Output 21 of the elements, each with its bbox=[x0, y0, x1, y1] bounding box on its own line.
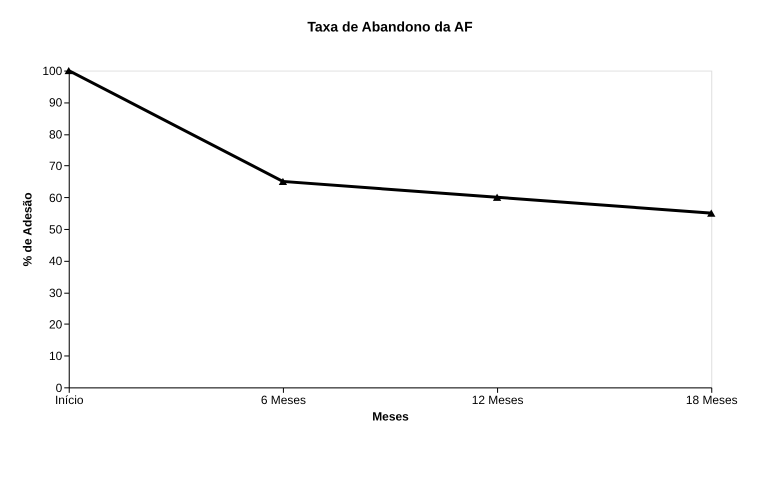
y-tick-label: 30 bbox=[48, 286, 63, 300]
y-tick-label: 60 bbox=[48, 190, 63, 205]
y-tick-label: 50 bbox=[48, 222, 63, 236]
point bbox=[707, 210, 716, 217]
y-tick-label: 0 bbox=[56, 380, 63, 395]
x-tick-label: Início bbox=[54, 392, 84, 407]
y-tick-label: 40 bbox=[48, 254, 63, 268]
x-tick-label: 18 Meses bbox=[686, 392, 738, 407]
y-tick-label: 10 bbox=[48, 349, 63, 364]
chart-title: Taxa de Abandono da AF bbox=[307, 18, 473, 35]
y-tick-label: 100 bbox=[42, 64, 63, 78]
x-tick-label: 12 Meses bbox=[472, 392, 524, 407]
point bbox=[278, 178, 288, 186]
y-tick-label: 80 bbox=[48, 127, 63, 142]
x-axis-title: Meses bbox=[372, 410, 410, 424]
y-axis-title: % de Adesão bbox=[20, 192, 34, 266]
y-tick-label: 70 bbox=[48, 159, 63, 174]
x-tick-label: 6 Meses bbox=[260, 392, 306, 407]
y-tick-label: 20 bbox=[48, 317, 63, 332]
point bbox=[492, 194, 502, 201]
y-tick-label: 90 bbox=[48, 96, 63, 110]
